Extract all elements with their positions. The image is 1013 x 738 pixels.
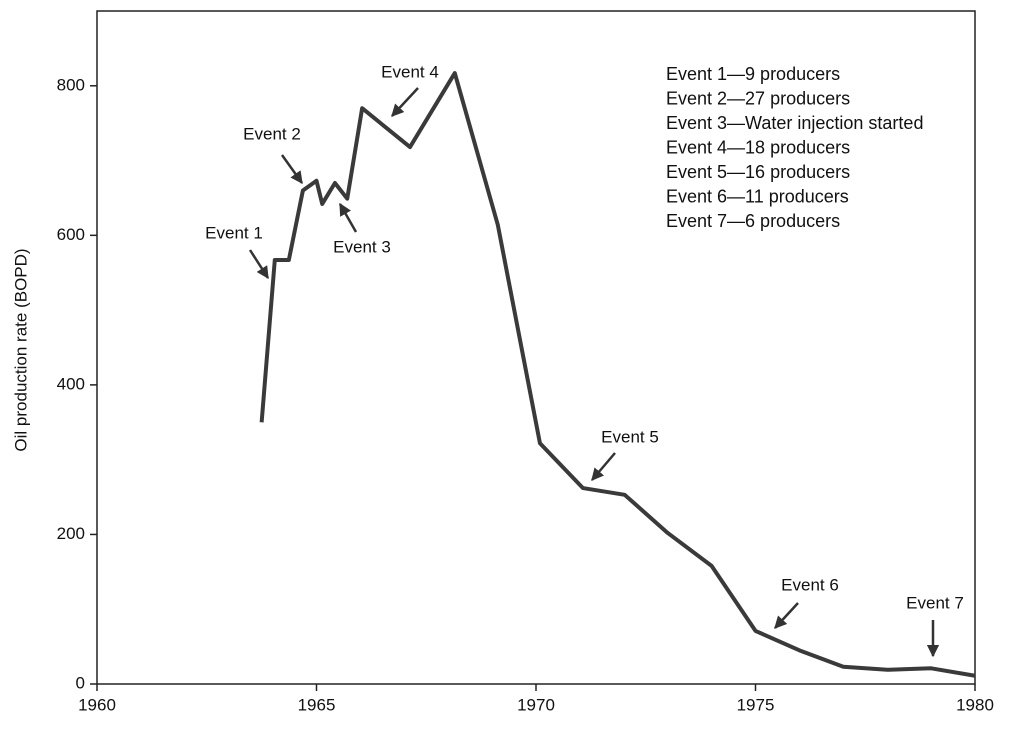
arrow xyxy=(774,602,799,629)
note: Event 6—11 producers xyxy=(666,186,849,206)
annotation: Event 7 xyxy=(906,593,964,612)
note: Event 4—18 producers xyxy=(666,137,850,157)
x-tick-label: 1960 xyxy=(78,695,116,714)
x-tick-label: 1980 xyxy=(956,695,994,714)
note: Event 2—27 producers xyxy=(666,88,850,108)
arrow xyxy=(248,249,270,280)
annotation: Event 3 xyxy=(333,237,391,256)
note: Event 5—16 producers xyxy=(666,162,850,182)
annotation: Event 1 xyxy=(205,223,263,242)
arrow xyxy=(338,202,358,233)
x-tick-label: 1970 xyxy=(517,695,555,714)
arrow xyxy=(391,87,419,117)
annotation: Event 6 xyxy=(781,575,839,594)
arrow xyxy=(591,452,616,481)
x-tick-label: 1975 xyxy=(737,695,775,714)
annotation: Event 5 xyxy=(601,427,659,446)
y-axis-label: Oil production rate (BOPD) xyxy=(11,248,30,451)
y-tick-label: 400 xyxy=(57,374,85,393)
x-tick-label: 1965 xyxy=(298,695,336,714)
y-tick-label: 600 xyxy=(57,225,85,244)
note: Event 1—9 producers xyxy=(666,64,840,84)
annotation: Event 4 xyxy=(381,62,439,81)
y-tick-label: 200 xyxy=(57,524,85,543)
note: Event 3—Water injection started xyxy=(666,113,923,133)
annotation: Event 2 xyxy=(243,124,301,143)
arrow xyxy=(280,154,304,185)
data-line xyxy=(259,71,976,678)
note: Event 7—6 producers xyxy=(666,211,840,231)
arrows xyxy=(248,87,940,658)
y-tick-label: 0 xyxy=(76,673,85,692)
y-tick-label: 800 xyxy=(57,75,85,94)
